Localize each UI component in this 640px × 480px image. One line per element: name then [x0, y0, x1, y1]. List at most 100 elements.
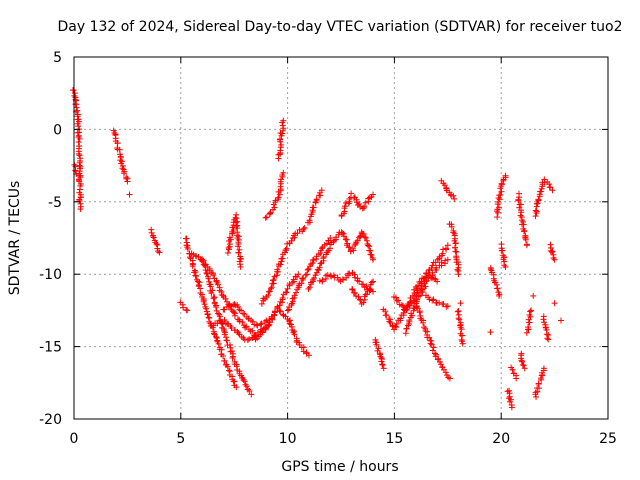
data-point — [316, 264, 323, 271]
data-point — [273, 272, 280, 279]
data-point — [220, 353, 227, 360]
data-point — [294, 273, 301, 280]
data-point — [319, 245, 326, 252]
data-point — [120, 170, 127, 177]
data-point — [267, 285, 274, 292]
data-point — [117, 154, 124, 161]
data-point — [349, 286, 356, 293]
data-point — [356, 200, 363, 207]
data-point — [413, 300, 420, 307]
data-point — [319, 276, 326, 283]
data-point — [305, 265, 312, 272]
data-point — [431, 350, 438, 357]
data-point — [226, 234, 233, 241]
data-point — [279, 294, 286, 301]
data-point — [403, 325, 410, 332]
data-point — [382, 308, 389, 315]
x-tick-label: 20 — [492, 431, 510, 447]
data-point — [520, 218, 527, 225]
data-point — [265, 288, 272, 295]
data-point — [349, 245, 356, 252]
data-point — [286, 318, 293, 325]
data-point — [241, 378, 248, 385]
data-point — [76, 152, 83, 159]
data-point — [183, 306, 190, 313]
data-point — [427, 340, 434, 347]
data-point — [442, 257, 449, 264]
data-point — [265, 322, 272, 329]
data-point — [315, 267, 322, 274]
data-point — [236, 318, 243, 325]
data-points — [70, 87, 565, 411]
data-point — [351, 242, 358, 249]
data-point — [280, 117, 287, 124]
data-point — [340, 276, 347, 283]
data-point — [426, 334, 433, 341]
data-point — [532, 207, 539, 214]
data-point — [150, 234, 157, 241]
data-point — [509, 366, 516, 373]
data-point — [298, 280, 305, 287]
data-point — [216, 317, 223, 324]
data-point — [345, 244, 352, 251]
data-point — [156, 249, 163, 256]
data-point — [291, 331, 298, 338]
data-point — [199, 256, 206, 263]
data-point — [302, 271, 309, 278]
data-point — [224, 363, 231, 370]
data-point — [395, 297, 402, 304]
data-point — [313, 196, 320, 203]
data-point — [535, 196, 542, 203]
data-point — [448, 223, 455, 230]
data-point — [248, 391, 255, 398]
data-point — [184, 307, 191, 314]
y-tick-label: -5 — [48, 195, 62, 211]
data-point — [204, 270, 211, 277]
y-tick-label: -20 — [39, 412, 62, 428]
data-point — [275, 194, 282, 201]
data-point — [266, 319, 273, 326]
data-point — [236, 246, 243, 253]
data-point — [231, 301, 238, 308]
data-point — [306, 217, 313, 224]
data-point — [339, 230, 346, 237]
data-point — [210, 272, 217, 279]
data-point — [498, 188, 505, 195]
data-point — [540, 365, 547, 372]
data-point — [513, 375, 520, 382]
data-point — [454, 308, 461, 315]
data-point — [226, 341, 233, 348]
data-point — [440, 300, 447, 307]
data-point — [551, 256, 558, 263]
data-point — [405, 322, 412, 329]
data-point — [558, 317, 565, 324]
data-point — [262, 214, 269, 221]
chart-title: Day 132 of 2024, Sidereal Day-to-day VTE… — [57, 19, 622, 35]
data-point — [222, 295, 229, 302]
data-point — [333, 234, 340, 241]
data-point — [210, 295, 217, 302]
data-point — [342, 199, 349, 206]
data-point — [537, 188, 544, 195]
data-point — [362, 234, 369, 241]
data-point — [451, 195, 458, 202]
data-point — [180, 304, 187, 311]
data-point — [458, 326, 465, 333]
data-point — [277, 261, 284, 268]
data-point — [237, 256, 244, 263]
data-point — [154, 245, 161, 252]
data-point — [76, 197, 83, 204]
data-point — [195, 278, 202, 285]
data-point — [272, 309, 279, 316]
data-point — [232, 219, 239, 226]
data-point — [258, 300, 265, 307]
data-point — [279, 130, 286, 137]
data-point — [207, 283, 214, 290]
data-point — [487, 266, 494, 273]
data-point — [458, 336, 465, 343]
x-tick-label: 10 — [279, 431, 297, 447]
data-point — [517, 212, 524, 219]
data-point — [370, 288, 377, 295]
data-point — [548, 249, 555, 256]
data-point — [541, 319, 548, 326]
